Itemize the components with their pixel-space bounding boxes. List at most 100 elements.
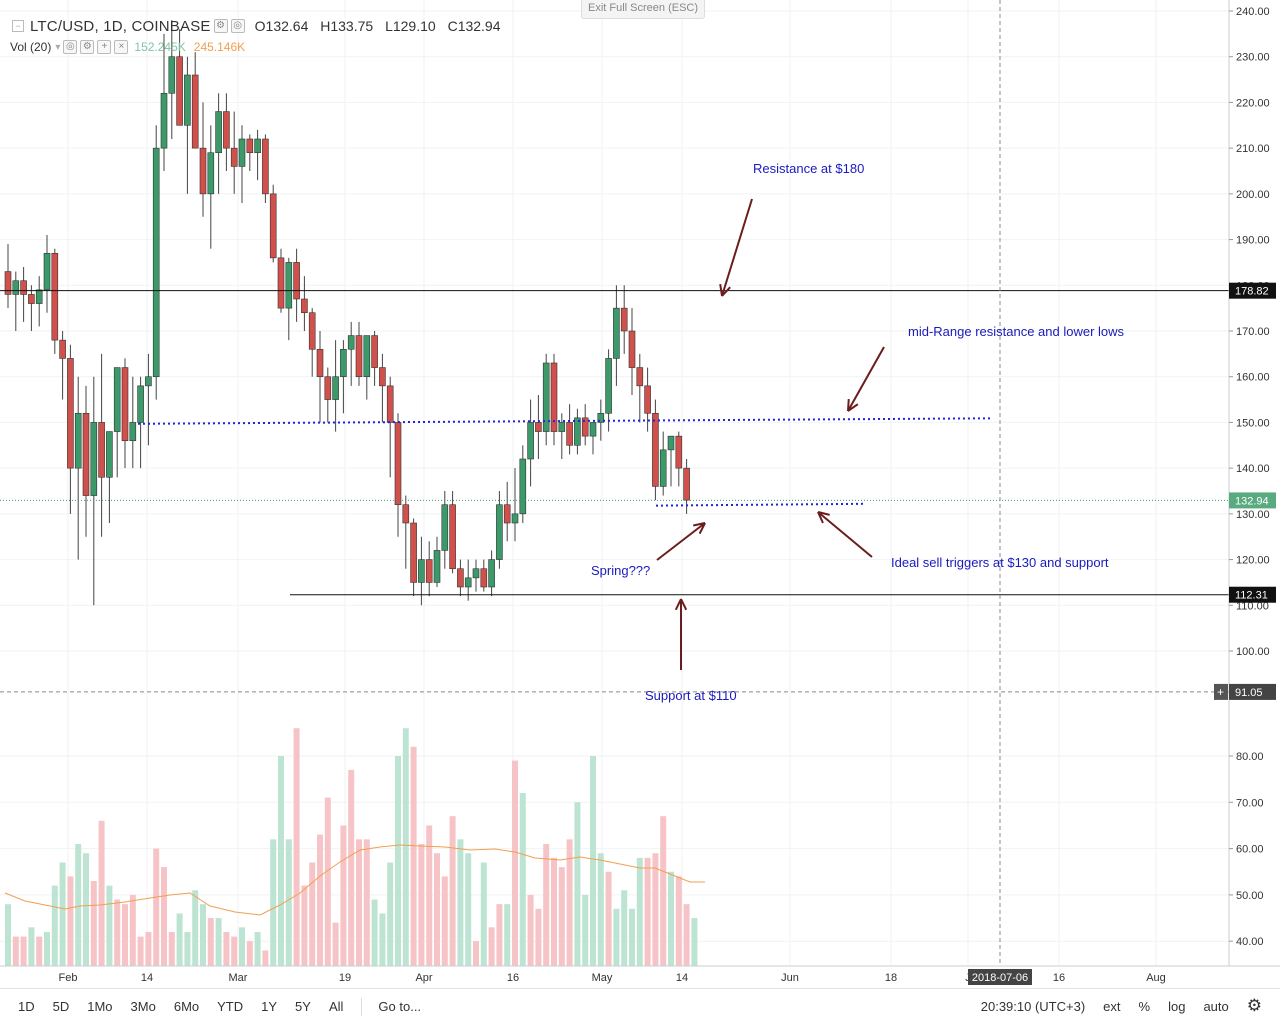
candle-down	[402, 504, 410, 524]
price-tick-label: 140.00	[1236, 463, 1270, 475]
candle-down	[191, 74, 199, 149]
dotted-trend-line	[137, 417, 991, 425]
support-arrow	[674, 598, 688, 670]
volume-bar	[356, 839, 362, 966]
volume-bar	[75, 843, 82, 966]
volume-bar	[402, 728, 409, 966]
volume-bar	[504, 904, 511, 966]
volume-bar	[106, 885, 113, 966]
support-annotation: Support at $110	[645, 688, 737, 703]
candle-down	[480, 568, 488, 588]
auto-toggle[interactable]: auto	[1203, 998, 1229, 1014]
goto-button[interactable]: Go to...	[378, 999, 422, 1014]
volume-bar	[36, 936, 43, 966]
volume-bar	[512, 760, 518, 966]
plus-icon[interactable]: +	[97, 40, 112, 54]
candle-down	[324, 376, 332, 400]
mid-range-annotation: mid-Range resistance and lower lows	[908, 324, 1125, 339]
candle-up	[90, 422, 98, 496]
candle-up	[35, 289, 43, 304]
candle-down	[581, 417, 589, 437]
time-tick-label: 14	[141, 972, 153, 984]
settings-icon[interactable]: ⚙	[213, 19, 228, 33]
collapse-icon[interactable]: −	[12, 20, 24, 32]
range-3mo[interactable]: 3Mo	[130, 999, 156, 1014]
volume-bar	[395, 756, 401, 966]
percent-toggle[interactable]: %	[1138, 998, 1151, 1014]
candle-down	[230, 147, 238, 167]
volume-bar	[574, 802, 581, 966]
volume-bar	[465, 853, 472, 966]
volume-bar	[317, 834, 323, 966]
hide-icon[interactable]: ◎	[230, 19, 245, 33]
settings-icon[interactable]: ⚙	[80, 40, 95, 54]
volume-bar	[137, 936, 144, 966]
volume-bar	[441, 876, 448, 966]
candle-down	[277, 257, 285, 309]
volume-bar	[28, 927, 35, 966]
volume-bar	[683, 904, 690, 966]
price-tick-label: 230.00	[1236, 52, 1270, 64]
time-tick-label: May	[592, 972, 613, 984]
candle-up	[597, 412, 605, 423]
log-toggle[interactable]: log	[1168, 998, 1186, 1014]
candle-down	[636, 367, 644, 387]
range-1mo[interactable]: 1Mo	[87, 999, 113, 1014]
volume-bar	[51, 885, 58, 966]
candle-down	[550, 362, 558, 432]
ext-toggle[interactable]: ext	[1103, 998, 1121, 1014]
range-5y[interactable]: 5Y	[295, 999, 311, 1014]
chart-canvas[interactable]: Resistance at $180 mid-Range resistance a…	[0, 0, 1280, 988]
range-6mo[interactable]: 6Mo	[173, 999, 200, 1014]
volume-bar	[262, 950, 269, 966]
cursor-date-label: 2018-07-06	[972, 972, 1028, 984]
candle-up	[238, 138, 246, 167]
dotted-trend-line	[655, 502, 865, 507]
price-tick-label: 170.00	[1236, 326, 1270, 338]
candle-down	[535, 422, 542, 432]
volume-bar	[496, 904, 503, 966]
volume-bar	[426, 825, 433, 966]
volume-bar	[231, 936, 238, 966]
candle-down	[223, 111, 230, 149]
candle-down	[199, 147, 207, 195]
range-1d[interactable]: 1D	[18, 999, 35, 1014]
volume-bar	[207, 918, 214, 966]
levels	[0, 0, 1229, 966]
range-ytd[interactable]: YTD	[217, 999, 244, 1014]
close-icon[interactable]: ×	[114, 40, 129, 54]
volume-bar	[67, 876, 74, 966]
candle-up	[519, 458, 527, 515]
candle-down	[386, 385, 394, 423]
candle-up	[340, 348, 347, 378]
time-axis: Feb14Mar19Apr16May14Jun18J16Aug2018-07-0…	[59, 969, 1166, 985]
candle-down	[449, 504, 456, 570]
candle-up	[667, 435, 675, 451]
volume-legend: Vol (20) ▾ ◎ ⚙ + × 152.245K 245.146K	[10, 40, 245, 54]
volume-bar	[153, 848, 160, 966]
candle-down	[121, 367, 129, 442]
annotations: Resistance at $180 mid-Range resistance a…	[591, 161, 1125, 703]
clock[interactable]: 20:39:10 (UTC+3)	[980, 998, 1086, 1014]
volume-bar	[59, 862, 66, 966]
range-all[interactable]: All	[328, 999, 344, 1014]
exit-fullscreen-button[interactable]: Exit Full Screen (ESC)	[581, 0, 705, 19]
plus-icon: +	[1217, 685, 1224, 699]
chevron-down-icon[interactable]: ▾	[55, 41, 61, 53]
candle-down	[4, 271, 12, 295]
volume-bar	[379, 913, 386, 966]
candle-up	[74, 412, 82, 469]
ohlc-values: O132.64 H133.75 L129.10 C132.94	[255, 18, 509, 34]
volume-bar	[363, 839, 370, 966]
range-1y[interactable]: 1Y	[261, 999, 278, 1014]
volume-bar	[558, 867, 565, 966]
candle-down	[67, 358, 74, 469]
volume-label[interactable]: Vol (20)	[10, 40, 52, 54]
open-value: O132.64	[254, 18, 309, 34]
range-5d[interactable]: 5D	[52, 999, 70, 1014]
symbol-title[interactable]: LTC/USD, 1D, COINBASE	[30, 17, 211, 35]
eye-icon[interactable]: ◎	[63, 40, 78, 54]
gear-icon[interactable]: ⚙	[1246, 996, 1262, 1015]
candle-up	[659, 449, 667, 487]
volume-bar	[114, 899, 121, 966]
